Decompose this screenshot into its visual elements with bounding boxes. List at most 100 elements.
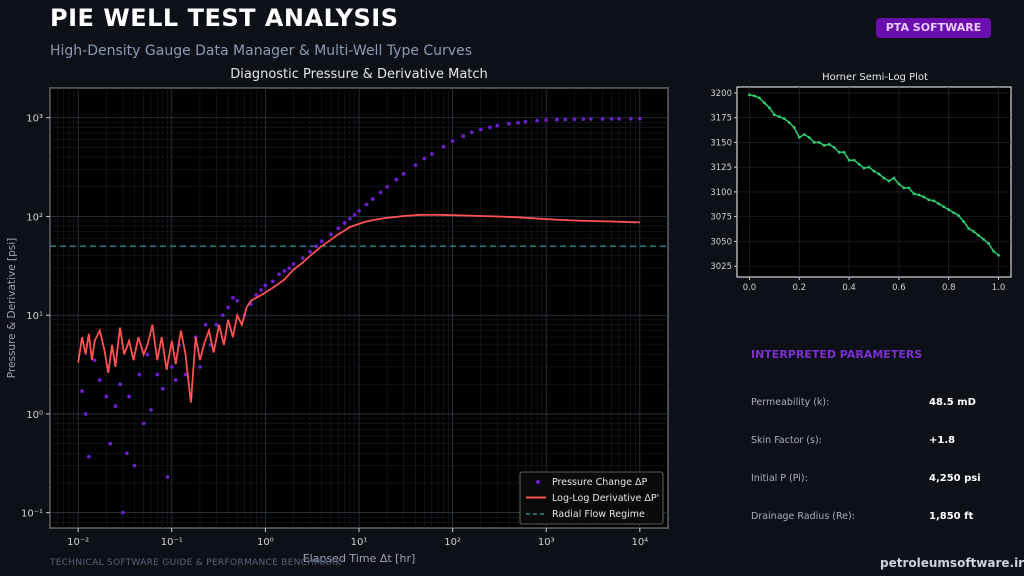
pressure-point bbox=[422, 156, 427, 161]
pressure-point bbox=[342, 221, 347, 225]
pressure-point bbox=[165, 475, 170, 479]
pressure-point bbox=[523, 119, 528, 124]
main-legend: Pressure Change ΔP Log-Log Derivative ΔP… bbox=[519, 471, 664, 525]
pressure-point bbox=[385, 184, 390, 189]
pressure-point bbox=[478, 127, 483, 132]
pressure-point bbox=[450, 139, 455, 143]
pressure-point bbox=[270, 279, 275, 284]
pressure-point bbox=[516, 120, 520, 125]
horner-point bbox=[852, 158, 856, 162]
x-tick-label: 10⁻² bbox=[67, 537, 89, 548]
horner-point bbox=[792, 126, 796, 129]
horner-point bbox=[772, 113, 776, 117]
horner-point bbox=[822, 143, 826, 147]
horner-chart-title: Horner Semi-Log Plot bbox=[822, 72, 928, 83]
horner-point bbox=[758, 96, 761, 100]
pressure-point bbox=[319, 239, 324, 244]
pressure-point bbox=[83, 412, 88, 416]
horner-point bbox=[942, 205, 946, 209]
main-chart-title: Diagnostic Pressure & Derivative Match bbox=[230, 67, 488, 82]
pressure-point bbox=[183, 372, 188, 377]
horner-point bbox=[947, 208, 951, 212]
horner-point bbox=[767, 106, 771, 110]
horner-point bbox=[922, 195, 926, 199]
y-tick-label: 10³ bbox=[26, 114, 43, 125]
horner-point bbox=[812, 141, 816, 144]
horner-y-tick-label: 3200 bbox=[710, 89, 732, 99]
horner-point bbox=[832, 145, 836, 149]
horner-point bbox=[827, 142, 831, 146]
pressure-point bbox=[263, 283, 268, 288]
param-row-initial-pressure: Initial P (Pi): 4,250 psi bbox=[751, 473, 1001, 484]
pressure-point bbox=[173, 378, 178, 383]
pressure-point bbox=[554, 117, 559, 122]
horner-y-tick-label: 3075 bbox=[710, 213, 732, 223]
horner-point bbox=[972, 230, 976, 233]
pressure-point bbox=[254, 293, 259, 297]
pressure-point bbox=[118, 382, 122, 387]
horner-point bbox=[967, 227, 971, 230]
pressure-point bbox=[441, 144, 446, 149]
pressure-point bbox=[314, 244, 319, 249]
pressure-point bbox=[127, 394, 132, 399]
horner-point bbox=[962, 220, 966, 223]
pressure-point bbox=[609, 116, 614, 121]
horner-point bbox=[877, 172, 881, 176]
pressure-point bbox=[401, 171, 406, 176]
horner-y-tick-label: 3125 bbox=[710, 163, 732, 173]
pressure-point bbox=[544, 118, 549, 123]
param-row-drainage-radius: Drainage Radius (Re): 1,850 ft bbox=[751, 511, 1001, 522]
pressure-point bbox=[231, 295, 235, 300]
pressure-point bbox=[535, 118, 540, 123]
horner-x-tick-label: 1.0 bbox=[992, 283, 1006, 293]
site-link[interactable]: petroleumsoftware.ir bbox=[880, 556, 1024, 570]
pressure-point bbox=[113, 404, 118, 409]
pressure-point bbox=[495, 123, 500, 128]
software-badge: PTA SOFTWARE bbox=[876, 18, 991, 38]
param-label: Permeability (k): bbox=[751, 397, 830, 408]
x-tick-label: 10² bbox=[444, 537, 461, 548]
horner-x-tick-label: 0.6 bbox=[892, 283, 906, 293]
horner-x-tick-label: 0.8 bbox=[942, 283, 956, 293]
param-value: +1.8 bbox=[929, 435, 956, 446]
horner-y-tick-label: 3150 bbox=[710, 138, 732, 148]
pressure-point bbox=[141, 421, 146, 426]
pressure-point bbox=[86, 454, 91, 459]
pressure-point bbox=[203, 322, 208, 327]
horner-point bbox=[857, 162, 861, 166]
legend-entry-pressure: Pressure Change ΔP bbox=[552, 477, 647, 488]
horner-point bbox=[897, 182, 901, 186]
horner-point bbox=[887, 179, 891, 183]
pressure-point bbox=[97, 378, 102, 383]
pressure-point bbox=[80, 389, 84, 394]
horner-point bbox=[957, 214, 961, 218]
x-tick-label: 10⁰ bbox=[257, 537, 274, 548]
horner-x-tick-label: 0.4 bbox=[842, 283, 856, 293]
param-row-skin: Skin Factor (s): +1.8 bbox=[751, 435, 1001, 446]
pressure-point bbox=[220, 313, 225, 318]
param-label: Initial P (Pi): bbox=[751, 473, 808, 484]
legend-entry-derivative: Log-Log Derivative ΔP' bbox=[552, 493, 659, 504]
pressure-point bbox=[507, 121, 511, 126]
pressure-point bbox=[572, 117, 577, 122]
pressure-point bbox=[370, 197, 375, 201]
pressure-point bbox=[487, 125, 492, 130]
pressure-point bbox=[92, 358, 97, 363]
horner-point bbox=[952, 211, 956, 215]
pressure-point bbox=[364, 202, 369, 207]
pressure-point bbox=[617, 116, 621, 121]
pressure-point bbox=[563, 117, 568, 122]
page-title: PIE WELL TEST ANALYSIS bbox=[50, 4, 399, 32]
horner-x-tick-label: 0.0 bbox=[743, 283, 757, 293]
horner-ticks: 0.0 0.2 0.4 0.6 0.8 1.0 3025 3050 3075 3100 3125 31… bbox=[710, 89, 1005, 293]
pressure-point bbox=[328, 232, 333, 237]
horner-point bbox=[862, 166, 866, 170]
x-tick-label: 10⁴ bbox=[631, 537, 648, 548]
pressure-point bbox=[300, 256, 305, 260]
pressure-point bbox=[600, 117, 605, 121]
horner-point bbox=[937, 202, 941, 206]
horner-point bbox=[892, 176, 896, 180]
x-tick-label: 10³ bbox=[538, 537, 555, 548]
pressure-point bbox=[637, 116, 642, 121]
legend-box bbox=[519, 471, 664, 525]
